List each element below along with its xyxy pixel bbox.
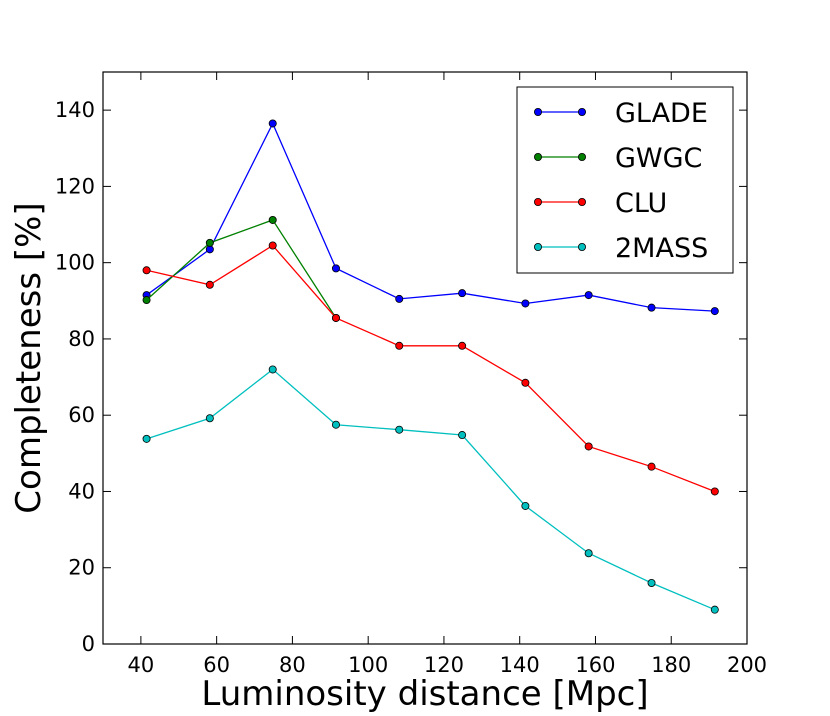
legend-marker-clu: [534, 197, 543, 206]
data-point-clu: [521, 378, 530, 387]
data-point-glade: [331, 264, 340, 273]
y-tick-label: 20: [68, 556, 95, 580]
legend-frame: [516, 86, 734, 274]
x-axis-title: Luminosity distance [Mpc]: [201, 674, 648, 714]
y-tick-label: 120: [55, 174, 95, 198]
ticks-layer: 40 60 80 100 120 140 160 180 200 0 20 40 60 80 100 120 1…: [55, 72, 767, 677]
legend-label-clu: CLU: [615, 188, 667, 219]
x-tick-label: 120: [424, 653, 464, 677]
y-tick-label: 40: [68, 479, 95, 503]
y-tick-label: 140: [55, 98, 95, 122]
legend-label-glade: GLADE: [615, 98, 708, 129]
legend-marker-clu: [578, 197, 587, 206]
legend-marker-gwgc: [578, 152, 587, 161]
series-line-2mass: [146, 368, 716, 611]
x-tick-label: 60: [203, 653, 230, 677]
data-point-clu: [142, 266, 151, 275]
legend-marker-glade: [534, 108, 543, 117]
data-point-2mass: [647, 578, 656, 587]
data-point-clu: [710, 487, 719, 496]
data-point-clu: [268, 241, 277, 250]
data-point-2mass: [710, 605, 719, 614]
data-point-glade: [584, 291, 593, 300]
x-tick-label: 200: [727, 653, 767, 677]
data-point-gwgc: [205, 238, 214, 247]
series-line-glade: [146, 121, 715, 312]
y-tick-label: 100: [55, 251, 95, 275]
data-point-2mass: [584, 549, 593, 558]
data-point-2mass: [458, 431, 467, 440]
legend-marker-glade: [578, 108, 587, 117]
legend-marker-2mass: [534, 242, 543, 251]
legend-marker-gwgc: [534, 152, 543, 161]
x-tick-label: 160: [575, 653, 615, 677]
data-point-clu: [205, 280, 214, 289]
data-point-clu: [331, 313, 340, 322]
series-layer: [142, 119, 719, 614]
data-point-glade: [647, 303, 656, 312]
data-point-2mass: [395, 425, 404, 434]
data-point-clu: [395, 341, 404, 350]
data-point-2mass: [521, 501, 530, 510]
x-tick-label: 180: [651, 653, 691, 677]
data-point-gwgc: [142, 296, 151, 305]
x-tick-label: 100: [348, 653, 388, 677]
series-line-gwgc: [146, 219, 337, 319]
data-point-glade: [521, 299, 530, 308]
data-point-glade: [395, 294, 404, 303]
x-tick-label: 140: [500, 653, 540, 677]
legend-label-gwgc: GWGC: [615, 143, 702, 174]
x-tick-label: 40: [128, 653, 155, 677]
y-tick-label: 60: [68, 403, 95, 427]
data-point-2mass: [268, 365, 277, 374]
series-line-clu: [146, 244, 716, 493]
legend-marker-2mass: [578, 242, 587, 251]
y-tick-label: 0: [82, 632, 95, 656]
data-point-2mass: [142, 434, 151, 443]
data-point-clu: [647, 462, 656, 471]
legend: GLADE GWGC CLU 2MASS: [516, 86, 734, 274]
data-point-glade: [710, 307, 719, 316]
data-point-glade: [268, 119, 277, 128]
data-point-2mass: [331, 420, 340, 429]
data-point-2mass: [205, 414, 214, 423]
y-tick-label: 80: [68, 327, 95, 351]
x-tick-label: 80: [279, 653, 306, 677]
legend-label-2mass: 2MASS: [615, 233, 708, 264]
plot-frame: [102, 71, 748, 645]
y-axis-title: Completeness [%]: [9, 202, 49, 513]
data-point-glade: [458, 289, 467, 298]
data-point-gwgc: [268, 215, 277, 224]
data-point-clu: [458, 341, 467, 350]
data-point-clu: [584, 442, 593, 451]
